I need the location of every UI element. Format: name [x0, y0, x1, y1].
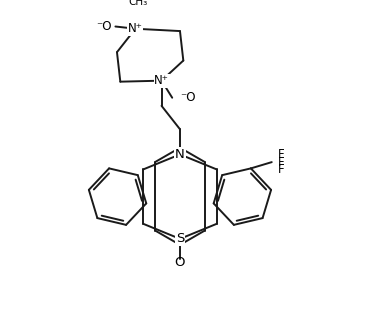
- Text: N⁺: N⁺: [128, 22, 143, 35]
- Text: F: F: [278, 148, 285, 161]
- Text: ⁻O: ⁻O: [181, 91, 196, 104]
- Text: S: S: [176, 232, 184, 245]
- Text: N: N: [175, 148, 185, 161]
- Text: CH₃: CH₃: [128, 0, 148, 7]
- Text: F: F: [278, 156, 285, 169]
- Text: N⁺: N⁺: [154, 74, 169, 87]
- Text: F: F: [278, 163, 285, 176]
- Text: ⁻O: ⁻O: [97, 20, 112, 33]
- Text: O: O: [175, 257, 185, 270]
